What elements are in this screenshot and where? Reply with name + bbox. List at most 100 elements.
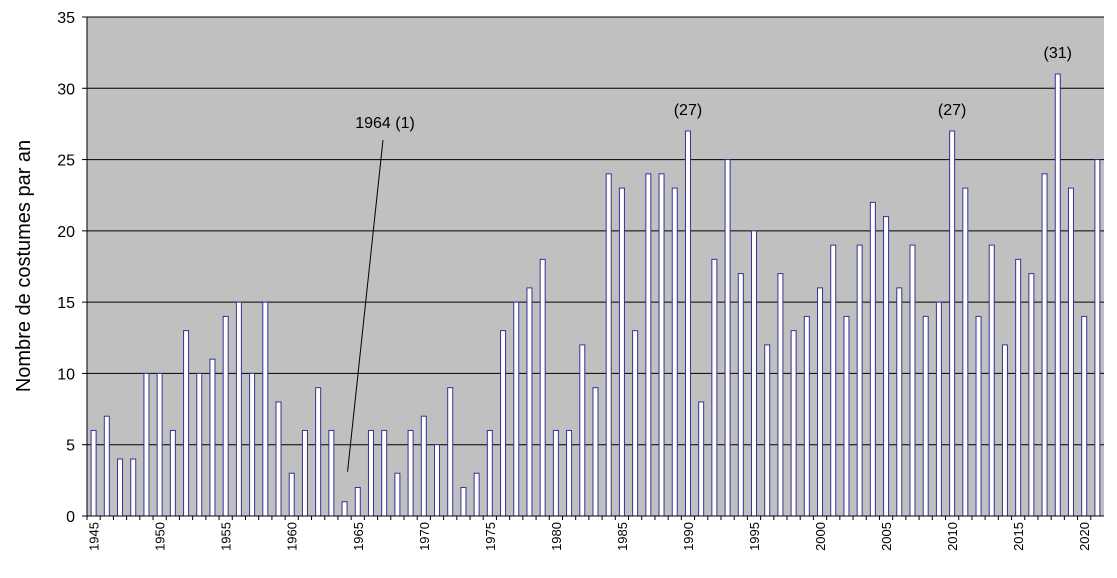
bar-2007 [909,244,916,517]
bar-1972 [447,387,454,517]
x-ticks: 1945 1950 1955 1960 1965 1970 1975 1980 1985 1990… [86,516,1092,551]
bar-1994 [737,273,744,517]
bar-2020 [1081,315,1088,517]
bar-1979 [539,258,546,517]
y-tick-label: 0 [66,509,75,526]
bar-1991 [698,401,705,517]
bar-1977 [513,301,520,517]
bar-1988 [658,173,665,517]
bar-1958 [262,301,269,517]
annotation-leader-line [347,139,384,472]
x-tick-label: 1960 [285,522,300,551]
bar-2003 [856,244,863,517]
gridlines [87,16,1104,446]
bar-1955 [222,315,229,517]
bar-1985 [618,187,625,517]
x-tick-label: 1985 [615,522,630,551]
bar-1966 [367,429,374,517]
x-tick-label: 1950 [153,522,168,551]
y-tick-label: 25 [57,153,75,170]
bar-1998 [790,330,797,517]
bar-2002 [843,315,850,517]
bar-1993 [724,159,731,517]
y-tick-label: 10 [57,366,75,383]
annotation-label: (31) [1044,45,1072,62]
bar-1976 [500,330,507,517]
x-tick-label: 1990 [681,522,696,551]
y-tick-label: 35 [57,10,75,27]
bar-2019 [1067,187,1074,517]
bar-1971 [434,444,441,517]
bar-2001 [830,244,837,517]
x-tick-label: 2005 [879,522,894,551]
bar-1980 [552,429,559,517]
annotation-label: (27) [938,102,966,119]
bar-1954 [209,358,216,517]
bar-2016 [1028,273,1035,517]
y-ticks: 0 5 10 15 20 25 30 35 [57,10,87,526]
bar-2006 [896,287,903,517]
bar-2011 [962,187,969,517]
bar-2004 [869,201,876,517]
bar-1978 [526,287,533,517]
bar-1946 [103,415,110,517]
annotation-label: (27) [674,102,702,119]
y-tick-label: 5 [66,438,75,455]
bar-1950 [156,372,163,517]
bar-2013 [988,244,995,517]
bar-1983 [592,387,599,517]
bar-1953 [196,372,203,517]
x-tick-label: 2000 [813,522,828,551]
x-tick-label: 1970 [417,522,432,551]
bar-1947 [117,458,124,517]
bar-1965 [354,486,361,517]
bar-1962 [315,387,322,517]
bar-1975 [486,429,493,517]
bar-1948 [130,458,137,517]
x-tick-label: 1980 [549,522,564,551]
bar-1996 [764,344,771,517]
bar-1963 [328,429,335,517]
bar-1984 [605,173,612,517]
bar-2000 [817,287,824,517]
bar-2008 [922,315,929,517]
bar-1969 [407,429,414,517]
bar-2021 [1094,159,1101,517]
bar-1970 [420,415,427,517]
bar-2005 [883,216,890,517]
y-axis-label: Nombre de costumes par an [13,140,35,392]
x-tick-label: 1945 [87,522,102,551]
y-tick-label: 30 [57,81,75,98]
bar-1952 [183,330,190,517]
x-tick-label: 2010 [945,522,960,551]
bar-1964 [341,501,348,517]
y-tick-label: 15 [57,295,75,312]
x-tick-label: 1975 [483,522,498,551]
x-tick-label: 2020 [1077,522,1092,551]
x-tick-label: 1965 [351,522,366,551]
bar-1989 [671,187,678,517]
bar-1992 [711,258,718,517]
bar-1945 [90,429,97,517]
bar-2009 [935,301,942,517]
bar-1968 [394,472,401,517]
x-tick-label: 1955 [219,522,234,551]
bar-1986 [632,330,639,517]
bar-2018 [1054,73,1061,517]
bar-2017 [1041,173,1048,517]
bar-1973 [460,486,467,517]
bar-1987 [645,173,652,517]
bar-1951 [169,429,176,517]
bar-1957 [249,372,256,517]
bar-1959 [275,401,282,517]
bar-2015 [1015,258,1022,517]
bar-1974 [473,472,480,517]
bar-2012 [975,315,982,517]
bar-1995 [750,230,757,517]
x-tick-label: 2015 [1011,522,1026,551]
x-tick-label: 1995 [747,522,762,551]
bar-1997 [777,273,784,517]
annotation-label: 1964 (1) [355,115,415,132]
bar-1990 [684,130,691,517]
